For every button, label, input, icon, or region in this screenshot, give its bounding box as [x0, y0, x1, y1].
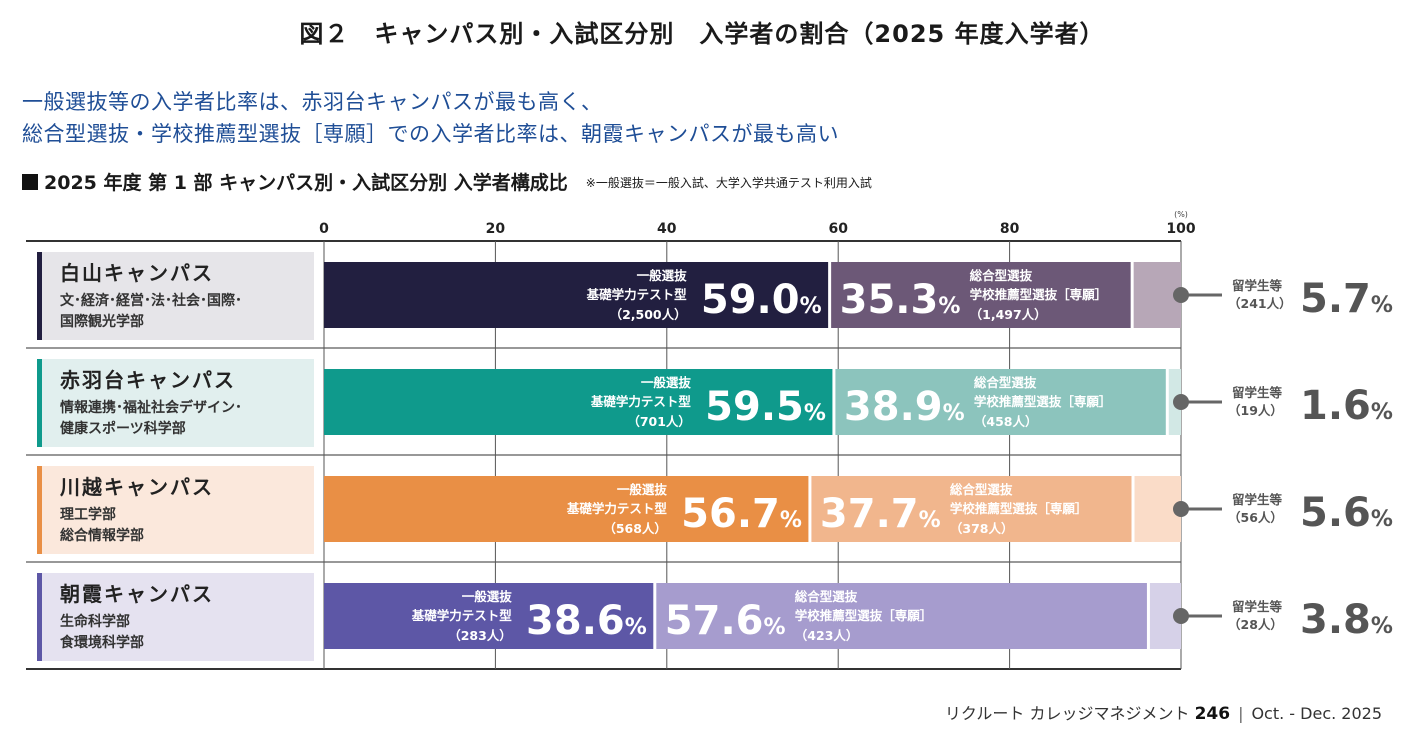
- count-label-international: （28人）: [1228, 617, 1283, 632]
- segment-label-general: 一般選抜: [637, 268, 688, 283]
- segment-label-general: 一般選抜: [462, 589, 513, 604]
- campus-accent-bar: [37, 573, 42, 661]
- faculty-line: 国際観光学部: [60, 313, 144, 330]
- segment-label-comprehensive: 学校推薦型選抜［専願］: [970, 287, 1108, 302]
- bar-segment-general: [324, 583, 654, 649]
- value-label-comprehensive: 37.7%: [820, 491, 941, 537]
- campus-label-panel: [37, 466, 314, 554]
- issue-number: 246: [1194, 704, 1231, 724]
- lead-line-2: 総合型選抜・学校推薦型選抜［専願］での入学者比率は、朝霞キャンパスが最も高い: [22, 122, 839, 146]
- campus-label-panel: [37, 252, 314, 340]
- count-label-comprehensive: （458人）: [974, 414, 1038, 429]
- count-label-comprehensive: （1,497人）: [970, 307, 1047, 322]
- faculty-line: 食環境科学部: [60, 634, 144, 651]
- campus-name: 白山キャンパス: [60, 261, 214, 285]
- bar-segment-comprehensive: [835, 369, 1166, 435]
- count-label-international: （241人）: [1228, 296, 1292, 311]
- value-label-general: 38.6%: [526, 598, 647, 644]
- segment-label-international: 留学生等: [1232, 492, 1283, 507]
- segment-label-general: 基礎学力テスト型: [590, 394, 692, 409]
- segment-label-comprehensive: 総合型選抜: [795, 589, 858, 604]
- segment-label-comprehensive: 総合型選抜: [974, 375, 1037, 390]
- segment-label-comprehensive: 学校推薦型選抜［専願］: [950, 501, 1088, 516]
- publication-name: リクルート カレッジマネジメント: [944, 704, 1190, 723]
- lead-line-1: 一般選抜等の入学者比率は、赤羽台キャンパスが最も高く、: [22, 90, 603, 114]
- count-label-general: （568人）: [603, 521, 667, 536]
- segment-label-general: 基礎学力テスト型: [586, 287, 688, 302]
- faculty-line: 情報連携･福祉社会デザイン･: [60, 399, 242, 416]
- value-label-international: 5.6%: [1300, 490, 1393, 536]
- segment-label-comprehensive: 総合型選抜: [950, 482, 1013, 497]
- campus-accent-bar: [37, 252, 42, 340]
- segment-label-comprehensive: 学校推薦型選抜［専願］: [795, 608, 933, 623]
- value-label-general: 59.5%: [705, 384, 826, 430]
- x-tick-label: 0: [319, 221, 329, 237]
- count-label-comprehensive: （423人）: [795, 628, 859, 643]
- x-tick-label: 20: [486, 221, 506, 237]
- bar-segment-comprehensive: [831, 262, 1131, 328]
- count-label-general: （2,500人）: [610, 307, 687, 322]
- count-label-general: （701人）: [627, 414, 691, 429]
- count-label-general: （283人）: [448, 628, 512, 643]
- callout-dot: [1173, 608, 1189, 624]
- faculty-line: 健康スポーツ科学部: [60, 420, 186, 437]
- value-label-international: 5.7%: [1300, 276, 1393, 322]
- segment-label-international: 留学生等: [1232, 278, 1283, 293]
- campus-accent-bar: [37, 466, 42, 554]
- segment-label-comprehensive: 学校推薦型選抜［専願］: [974, 394, 1112, 409]
- segment-label-general: 一般選抜: [617, 482, 668, 497]
- campus-label-panel: [37, 359, 314, 447]
- segment-label-general: 基礎学力テスト型: [411, 608, 513, 623]
- x-tick-label: 100: [1166, 221, 1195, 237]
- callout-dot: [1173, 394, 1189, 410]
- campus-label-panel: [37, 573, 314, 661]
- footer-separator: |: [1238, 704, 1244, 723]
- segment-label-general: 基礎学力テスト型: [566, 501, 668, 516]
- x-tick-label: 80: [1000, 221, 1020, 237]
- segment-label-comprehensive: 総合型選抜: [970, 268, 1033, 283]
- value-label-international: 1.6%: [1300, 383, 1393, 429]
- figure-title: 図２ キャンパス別・入試区分別 入学者の割合（2025 年度入学者）: [299, 20, 1105, 48]
- chart-note: ※一般選抜＝一般入試、大学入学共通テスト利用入試: [585, 176, 872, 190]
- value-label-comprehensive: 35.3%: [840, 277, 961, 323]
- value-label-general: 59.0%: [701, 277, 822, 323]
- segment-label-international: 留学生等: [1232, 385, 1283, 400]
- bar-segment-general: [324, 476, 809, 542]
- faculty-line: 理工学部: [60, 506, 116, 523]
- campus-name: 川越キャンパス: [59, 475, 214, 499]
- callout-dot: [1173, 287, 1189, 303]
- value-label-international: 3.8%: [1300, 597, 1393, 643]
- value-label-general: 56.7%: [681, 491, 802, 537]
- value-label-comprehensive: 38.9%: [844, 384, 965, 430]
- issue-date: Oct. - Dec. 2025: [1251, 704, 1382, 723]
- chart-title: 2025 年度 第 1 部 キャンパス別・入試区分別 入学者構成比: [44, 172, 568, 194]
- bar-segment-general: [324, 262, 829, 328]
- campus-accent-bar: [37, 359, 42, 447]
- faculty-line: 生命科学部: [60, 613, 130, 630]
- faculty-line: 文･経済･経営･法･社会･国際･: [60, 292, 242, 309]
- campus-name: 赤羽台キャンパス: [60, 368, 236, 392]
- count-label-international: （56人）: [1228, 510, 1283, 525]
- chart-subhead: 2025 年度 第 1 部 キャンパス別・入試区分別 入学者構成比 ※一般選抜＝一…: [22, 168, 872, 195]
- count-label-comprehensive: （378人）: [950, 521, 1014, 536]
- x-tick-label: 40: [657, 221, 677, 237]
- bar-segment-general: [324, 369, 833, 435]
- x-unit-label: (%): [1174, 210, 1188, 219]
- segment-label-general: 一般選抜: [641, 375, 692, 390]
- bar-segment-comprehensive: [811, 476, 1132, 542]
- segment-label-international: 留学生等: [1232, 599, 1283, 614]
- count-label-international: （19人）: [1228, 403, 1283, 418]
- page-footer: リクルート カレッジマネジメント 246 | Oct. - Dec. 2025: [945, 700, 1382, 724]
- campus-name: 朝霞キャンパス: [60, 582, 214, 606]
- value-label-comprehensive: 57.6%: [665, 598, 786, 644]
- square-bullet-icon: [22, 174, 38, 190]
- callout-dot: [1173, 501, 1189, 517]
- faculty-line: 総合情報学部: [60, 527, 144, 544]
- x-tick-label: 60: [828, 221, 848, 237]
- bar-segment-comprehensive: [656, 583, 1147, 649]
